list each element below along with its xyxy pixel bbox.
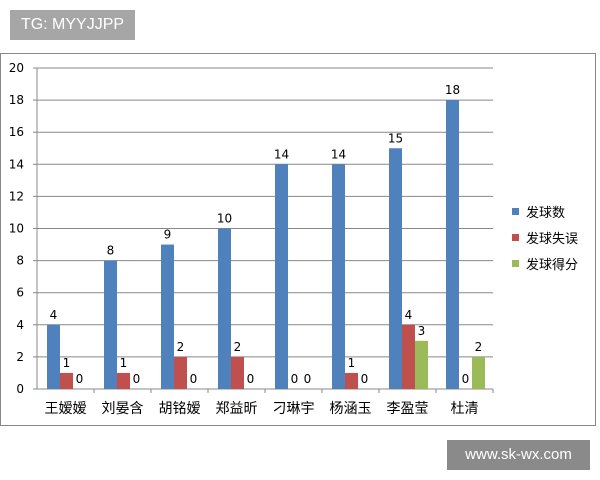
bar-发球数 [218,228,231,389]
bar-发球数 [104,260,117,389]
y-tick-label: 10 [9,222,24,236]
data-label: 2 [475,340,483,354]
bar-发球数 [161,244,174,389]
y-tick-label: 18 [9,93,24,107]
data-label: 2 [234,340,242,354]
x-tick-label: 杨涵玉 [330,401,372,417]
bar-发球失误 [231,356,244,389]
data-label: 0 [190,372,198,386]
bar-发球数 [47,324,60,389]
x-tick-label: 刘晏含 [102,401,144,417]
data-label: 3 [418,324,426,338]
data-label: 1 [63,356,71,370]
y-tick-label: 4 [16,318,24,332]
legend-label: 发球得分 [526,257,578,273]
data-label: 10 [217,212,232,226]
x-tick-label: 王嫒嫒 [45,401,87,417]
legend-label: 发球数 [526,205,565,221]
data-label: 0 [361,372,369,386]
watermark-tag: TG: MYYJJPP [10,10,135,40]
site-watermark: www.sk-wx.com [447,440,590,470]
bar-发球数 [332,164,345,389]
chart-frame [0,53,596,426]
legend-swatch [512,260,519,267]
bar-发球失误 [174,356,187,389]
data-label: 1 [120,356,128,370]
data-label: 0 [291,372,299,386]
x-tick-label: 胡铭嫒 [159,401,201,417]
x-tick-label: 李盈莹 [387,401,429,417]
data-label: 14 [331,147,346,161]
data-label: 15 [388,131,403,145]
data-label: 2 [177,340,185,354]
y-tick-label: 0 [16,382,24,396]
data-label: 1 [348,356,356,370]
y-tick-label: 14 [9,157,24,171]
data-label: 8 [107,244,115,258]
y-tick-label: 16 [9,125,24,139]
bar-发球失误 [60,372,73,389]
y-tick-label: 8 [16,254,24,268]
data-label: 14 [274,147,289,161]
data-label: 0 [247,372,255,386]
bar-发球失误 [117,372,130,389]
data-label: 4 [405,308,413,322]
bar-发球数 [275,164,288,389]
data-label: 4 [50,308,58,322]
bar-发球得分 [472,356,485,389]
bar-发球数 [446,100,459,389]
data-label: 9 [164,228,172,242]
bar-发球数 [389,148,402,389]
y-tick-label: 6 [16,286,24,300]
bar-发球失误 [345,372,358,389]
data-label: 0 [462,372,470,386]
data-label: 18 [445,83,460,97]
x-tick-label: 杜清 [451,401,479,417]
y-tick-label: 12 [9,189,24,203]
bar-发球失误 [402,324,415,389]
x-tick-label: 郑益昕 [216,401,258,417]
y-tick-label: 20 [9,61,24,75]
data-label: 0 [133,372,141,386]
y-tick-label: 2 [16,350,24,364]
data-label: 0 [304,372,312,386]
legend-swatch [512,234,519,241]
x-tick-label: 刁琳宇 [273,401,315,417]
data-label: 0 [76,372,84,386]
legend-label: 发球失误 [526,231,578,247]
legend-swatch [512,208,519,215]
bar-发球得分 [415,340,428,389]
